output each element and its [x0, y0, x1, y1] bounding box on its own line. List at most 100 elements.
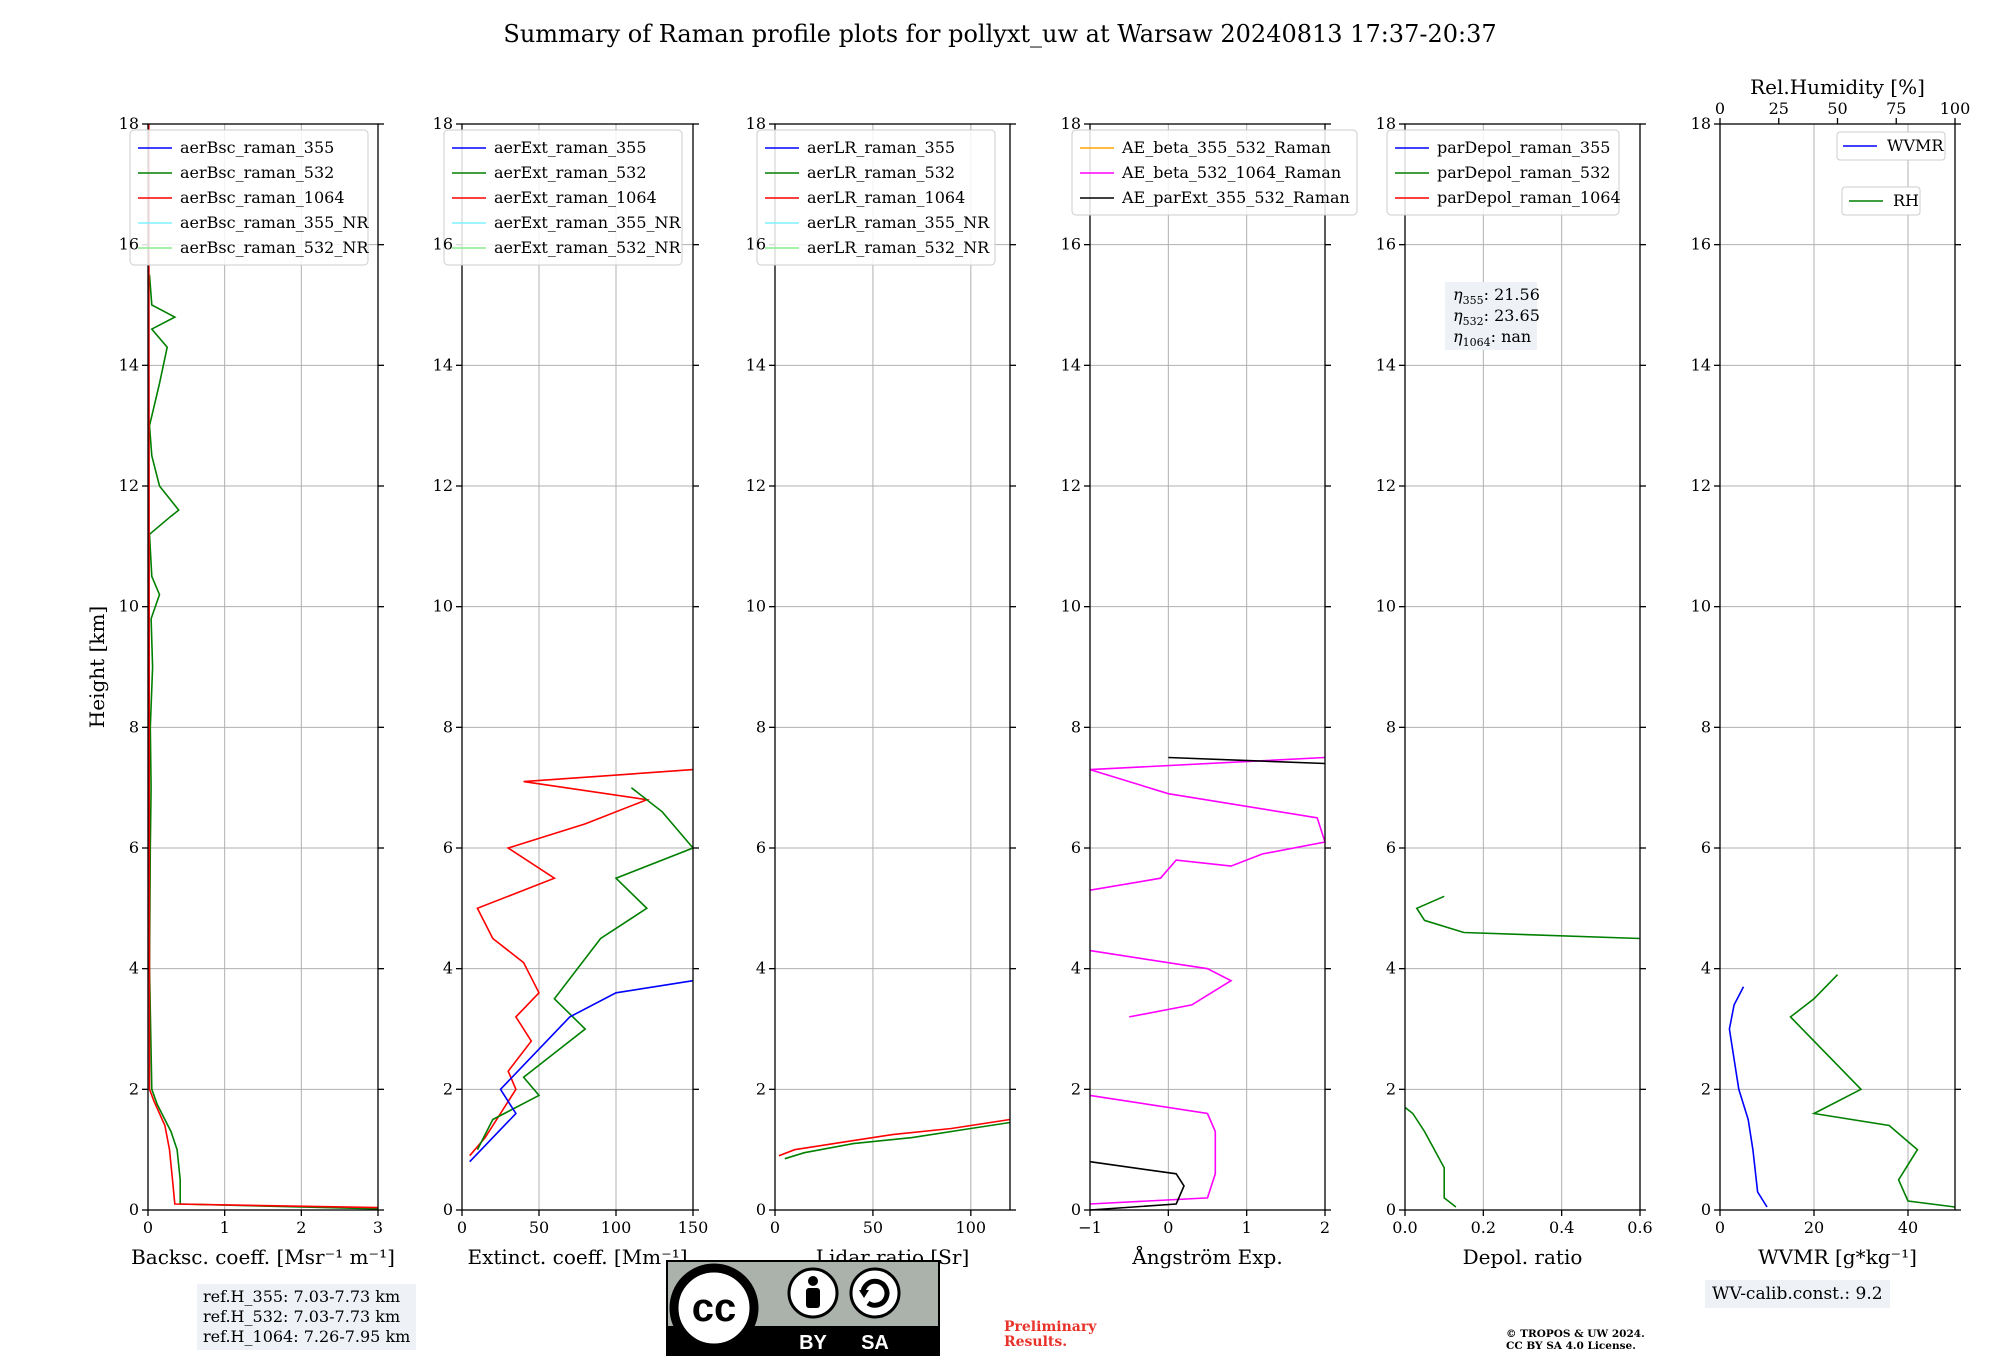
ytick-label-bsc: 10: [119, 597, 139, 616]
ytick-label-wv: 6: [1701, 838, 1711, 857]
ytick-label-lr: 0: [756, 1200, 766, 1219]
ytick-label-ae: 12: [1061, 476, 1081, 495]
ref-height-1064: ref.H_1064: 7.26-7.95 km: [203, 1327, 411, 1346]
ytick-label-lr: 8: [756, 717, 766, 736]
series-AE_parExt_355_532_Raman_upper: [1168, 756, 1326, 765]
ytick-label-pdr: 16: [1376, 235, 1396, 254]
ytick-label-ext: 16: [433, 235, 453, 254]
ytick-label-ae: 18: [1061, 114, 1081, 133]
legend-box-ae: [1071, 129, 1358, 216]
ytick-label-ae: 4: [1071, 959, 1081, 978]
ytick-label-ae: 16: [1061, 235, 1081, 254]
legend-label-aerExt_raman_355: aerExt_raman_355: [494, 138, 647, 157]
xtick-label-ae: 0: [1163, 1218, 1173, 1237]
ytick-label-bsc: 8: [129, 717, 139, 736]
legend-label-aerBsc_raman_532_NR: aerBsc_raman_532_NR: [180, 238, 369, 257]
series-parDepol_raman_532: [1404, 1106, 1457, 1208]
preliminary-line-2: Results.: [1004, 1334, 1068, 1350]
ytick-label-ae: 8: [1071, 717, 1081, 736]
series-WVMR: [1728, 986, 1768, 1208]
legend-label-aerLR_raman_532_NR: aerLR_raman_532_NR: [807, 238, 990, 257]
preliminary-line-1: Preliminary: [1004, 1319, 1097, 1335]
ytick-label-pdr: 10: [1376, 597, 1396, 616]
xtick-label-bsc: 1: [220, 1218, 230, 1237]
copyright-note: © TROPOS & UW 2024. CC BY SA 4.0 License…: [1506, 1328, 1645, 1352]
xtick-label-pdr: 0.6: [1627, 1218, 1652, 1237]
ytick-label-wv: 18: [1691, 114, 1711, 133]
legend-label-AE_beta_532_1064_Raman: AE_beta_532_1064_Raman: [1121, 163, 1341, 182]
series-aerBsc_raman_532: [148, 274, 379, 1210]
xtick-label-ext: 150: [678, 1218, 709, 1237]
legend-box-wv: [1836, 131, 1946, 161]
axes-frame-wv: [1719, 123, 1956, 1211]
ytick-label-lr: 4: [756, 959, 766, 978]
eta-355: η355: 21.56: [1453, 285, 1540, 307]
ytick-label-ext: 18: [433, 114, 453, 133]
axes-frame-ae: [1089, 123, 1326, 1211]
ytick-label-lr: 2: [756, 1079, 766, 1098]
ytick-label-wv: 8: [1701, 717, 1711, 736]
ref-height-355: ref.H_355: 7.03-7.73 km: [203, 1287, 401, 1306]
ylabel: Height [km]: [85, 606, 109, 728]
ytick-label-ext: 6: [443, 838, 453, 857]
ytick-label-ext: 12: [433, 476, 453, 495]
ytick-label-lr: 12: [746, 476, 766, 495]
xtick-label-bsc: 3: [373, 1218, 383, 1237]
xtick-label-lr: 100: [956, 1218, 987, 1237]
legend-label-parDepol_raman_532: parDepol_raman_532: [1437, 163, 1610, 182]
ytick-label-wv: 10: [1691, 597, 1711, 616]
ytick-label-wv: 16: [1691, 235, 1711, 254]
ytick-label-bsc: 0: [129, 1200, 139, 1219]
xtick-label-ae: 2: [1320, 1218, 1330, 1237]
xtick-label-bsc: 0: [143, 1218, 153, 1237]
copyright-line-2: CC BY SA 4.0 License.: [1506, 1340, 1636, 1352]
axes-frame-lr: [774, 123, 1011, 1211]
ytick-label-pdr: 8: [1386, 717, 1396, 736]
ytick-label-wv: 14: [1691, 355, 1711, 374]
axes-frame-ext: [461, 123, 694, 1211]
xlabel-wv: WVMR [g*kg⁻¹]: [1758, 1245, 1917, 1269]
cc-by-label: BY: [799, 1332, 827, 1354]
top-xtick-label: 25: [1769, 99, 1789, 118]
ytick-label-wv: 4: [1701, 959, 1711, 978]
top-xtick-label: 50: [1827, 99, 1847, 118]
ytick-label-ext: 10: [433, 597, 453, 616]
ytick-label-pdr: 14: [1376, 355, 1396, 374]
panel-wv: [1714, 118, 1961, 1216]
preliminary-note: Preliminary Results.: [1004, 1320, 1096, 1350]
ytick-label-pdr: 0: [1386, 1200, 1396, 1219]
xtick-label-ae: 1: [1242, 1218, 1252, 1237]
series-RH: [1789, 974, 1956, 1208]
xtick-label-wv: 40: [1898, 1218, 1918, 1237]
ytick-label-ae: 6: [1071, 838, 1081, 857]
legend-box-bsc: [129, 129, 369, 266]
legend-label-parDepol_raman_1064: parDepol_raman_1064: [1437, 188, 1621, 207]
ytick-label-pdr: 4: [1386, 959, 1396, 978]
ytick-label-bsc: 2: [129, 1079, 139, 1098]
ytick-label-ae: 0: [1071, 1200, 1081, 1219]
series-AE_beta_532_1064_Raman_upper: [1089, 949, 1233, 1018]
legend-label-aerBsc_raman_532: aerBsc_raman_532: [180, 163, 334, 182]
ytick-label-pdr: 6: [1386, 838, 1396, 857]
ytick-label-ext: 4: [443, 959, 453, 978]
legend-label-RH: RH: [1893, 191, 1919, 210]
xtick-label-ae: −1: [1078, 1218, 1102, 1237]
xtick-label-pdr: 0.4: [1549, 1218, 1574, 1237]
legend-label-WVMR: WVMR: [1887, 136, 1944, 155]
wv-calib-box: WV-calib.const.: 9.2: [1705, 1280, 1890, 1308]
axes-frame-pdr: [1404, 123, 1641, 1211]
legend-label-aerExt_raman_532: aerExt_raman_532: [494, 163, 647, 182]
legend-label-aerLR_raman_1064: aerLR_raman_1064: [807, 188, 965, 207]
xtick-label-pdr: 0.0: [1392, 1218, 1417, 1237]
ytick-label-pdr: 12: [1376, 476, 1396, 495]
xlabel-bsc: Backsc. coeff. [Msr⁻¹ m⁻¹]: [131, 1245, 395, 1269]
ytick-label-lr: 10: [746, 597, 766, 616]
series-aerLR_raman_532: [784, 1121, 1011, 1160]
top-xtick-label: 0: [1715, 99, 1725, 118]
xtick-label-wv: 20: [1804, 1218, 1824, 1237]
ytick-label-lr: 14: [746, 355, 766, 374]
ytick-label-wv: 2: [1701, 1079, 1711, 1098]
ytick-label-bsc: 18: [119, 114, 139, 133]
eta-532: η532: 23.65: [1453, 306, 1540, 328]
ytick-label-ext: 2: [443, 1079, 453, 1098]
